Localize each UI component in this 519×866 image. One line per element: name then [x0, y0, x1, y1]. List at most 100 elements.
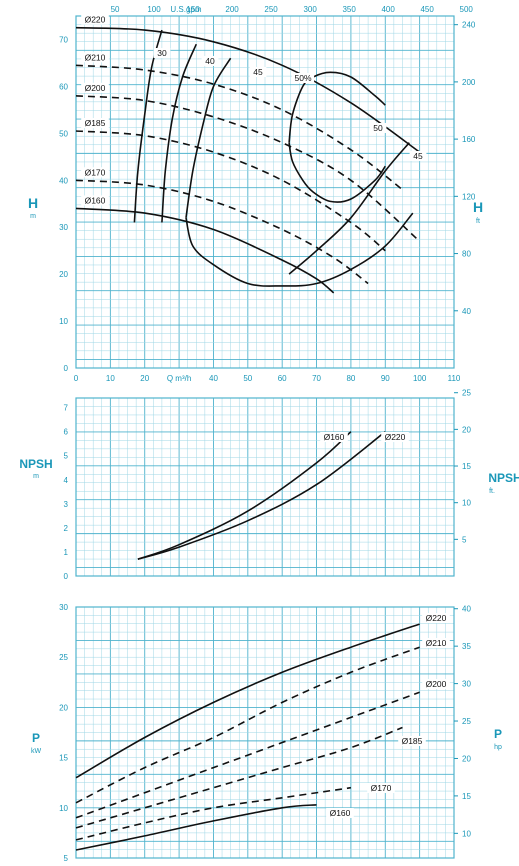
- x-bottom-tick-label: 60: [278, 374, 287, 383]
- x-bottom-tick-label: 100: [413, 374, 427, 383]
- x-bottom-tick-label: 0: [74, 374, 79, 383]
- x-top-tick-label: 300: [303, 5, 317, 14]
- efficiency-label-bg: [291, 73, 315, 83]
- y-right-tick-label: 10: [462, 829, 471, 838]
- y-right-tick-label: 15: [462, 462, 471, 471]
- y-left-tick-label: 20: [59, 270, 68, 279]
- power-curve-Ø185: [75, 726, 403, 829]
- y-left-axis-unit: kW: [31, 748, 42, 755]
- power-curve-label-bg: [422, 679, 450, 689]
- power-curve-label: Ø210: [426, 638, 447, 648]
- y-right-tick-label: 25: [462, 717, 471, 726]
- head-curve-label: Ø220: [85, 15, 106, 25]
- y-left-tick-label: 3: [64, 500, 69, 509]
- y-right-tick-label: 120: [462, 192, 476, 201]
- x-top-tick-label: 100: [147, 5, 161, 14]
- power-curve-label: Ø220: [426, 613, 447, 623]
- power-curve-label-bg: [398, 736, 426, 746]
- y-left-tick-label: 30: [59, 223, 68, 232]
- y-left-tick-label: 5: [64, 854, 69, 863]
- y-left-tick-label: 7: [64, 404, 69, 413]
- y-right-tick-label: 240: [462, 21, 476, 30]
- y-left-tick-label: 1: [64, 548, 69, 557]
- head-curve-label: Ø200: [85, 83, 106, 93]
- head-curve-label: Ø210: [85, 52, 106, 62]
- y-left-tick-label: 6: [64, 428, 69, 437]
- y-right-tick-label: 30: [462, 680, 471, 689]
- efficiency-curve: [161, 43, 198, 223]
- power-curve-label: Ø170: [371, 783, 392, 793]
- x-bottom-tick-label: 80: [346, 374, 355, 383]
- head-curve-label-bg: [81, 117, 109, 128]
- x-top-tick-label: 50: [111, 5, 120, 14]
- y-left-tick-label: 30: [59, 603, 68, 612]
- efficiency-curve: [288, 142, 410, 275]
- grid-panel-2: [75, 397, 455, 577]
- y-right-tick-label: 15: [462, 792, 471, 801]
- efficiency-curve: [185, 57, 232, 218]
- head-curve-label-bg: [81, 82, 109, 93]
- head-curve-Ø170: [75, 179, 369, 285]
- npsh-curve-label: Ø220: [385, 432, 406, 442]
- y-left-tick-label: 0: [64, 572, 69, 581]
- power-curve-Ø170: [75, 786, 352, 841]
- y-left-tick-label: 2: [64, 524, 69, 533]
- y-left-axis-unit: m: [30, 213, 36, 220]
- npsh-curve-Ø220: [137, 431, 386, 560]
- x-bottom-tick-label: 110: [448, 374, 461, 383]
- y-right-tick-label: 40: [462, 605, 471, 614]
- y-left-tick-label: 15: [59, 754, 68, 763]
- efficiency-label: 30: [157, 48, 167, 58]
- efficiency-label-bg: [249, 67, 267, 77]
- power-curve-Ø200: [75, 691, 420, 819]
- x-top-tick-label: 150: [186, 5, 200, 14]
- power-curve-label-bg: [422, 638, 450, 648]
- y-right-axis-unit: hp: [494, 744, 502, 751]
- npsh-curve-Ø160: [137, 431, 352, 560]
- x-bottom-tick-label: 40: [209, 374, 218, 383]
- power-curve-label-bg: [422, 613, 450, 623]
- efficiency-label: 45: [253, 67, 263, 77]
- y-left-tick-label: 70: [59, 35, 68, 44]
- efficiency-label: 40: [205, 56, 215, 66]
- power-curve-Ø160: [75, 804, 317, 851]
- head-curve-Ø220: [75, 26, 421, 153]
- head-curve-Ø210: [75, 64, 403, 191]
- power-curve-label: Ø200: [426, 679, 447, 689]
- efficiency-label-bg: [201, 56, 219, 66]
- head-curve-label-bg: [81, 195, 109, 206]
- x-bottom-tick-label: 10: [106, 374, 115, 383]
- y-left-axis-label: H: [28, 195, 38, 211]
- y-left-tick-label: 20: [59, 703, 68, 712]
- y-left-axis-label: P: [32, 731, 40, 745]
- efficiency-label-bg: [409, 151, 427, 161]
- power-curve-Ø220: [75, 623, 420, 779]
- efficiency-label-bg: [369, 123, 387, 133]
- y-left-tick-label: 10: [59, 317, 68, 326]
- efficiency-curve: [288, 71, 386, 143]
- grid-panel-3: [75, 606, 455, 859]
- npsh-curve-label: Ø160: [324, 432, 345, 442]
- y-left-tick-label: 4: [64, 476, 69, 485]
- head-curve-label: Ø185: [85, 118, 106, 128]
- npsh-curve-label-bg: [320, 432, 348, 442]
- y-right-tick-label: 80: [462, 250, 471, 259]
- y-right-tick-label: 200: [462, 78, 476, 87]
- grid-panel-1: [75, 15, 455, 369]
- efficiency-curve: [288, 142, 386, 203]
- plot-frame: [75, 15, 455, 369]
- head-curve-label-bg: [81, 167, 109, 178]
- y-right-tick-label: 35: [462, 642, 471, 651]
- efficiency-label: 45: [413, 151, 423, 161]
- plot-frame: [75, 606, 455, 859]
- x-bottom-tick-label: 50: [243, 374, 252, 383]
- power-curve-label-bg: [326, 808, 354, 818]
- y-right-tick-label: 5: [462, 535, 467, 544]
- y-left-tick-label: 0: [64, 364, 69, 373]
- power-curve-label: Ø160: [330, 808, 351, 818]
- x-top-axis-label: U.S.gpm: [170, 5, 201, 14]
- x-top-tick-label: 250: [264, 5, 278, 14]
- y-left-tick-label: 40: [59, 176, 68, 185]
- x-top-tick-label: 200: [225, 5, 239, 14]
